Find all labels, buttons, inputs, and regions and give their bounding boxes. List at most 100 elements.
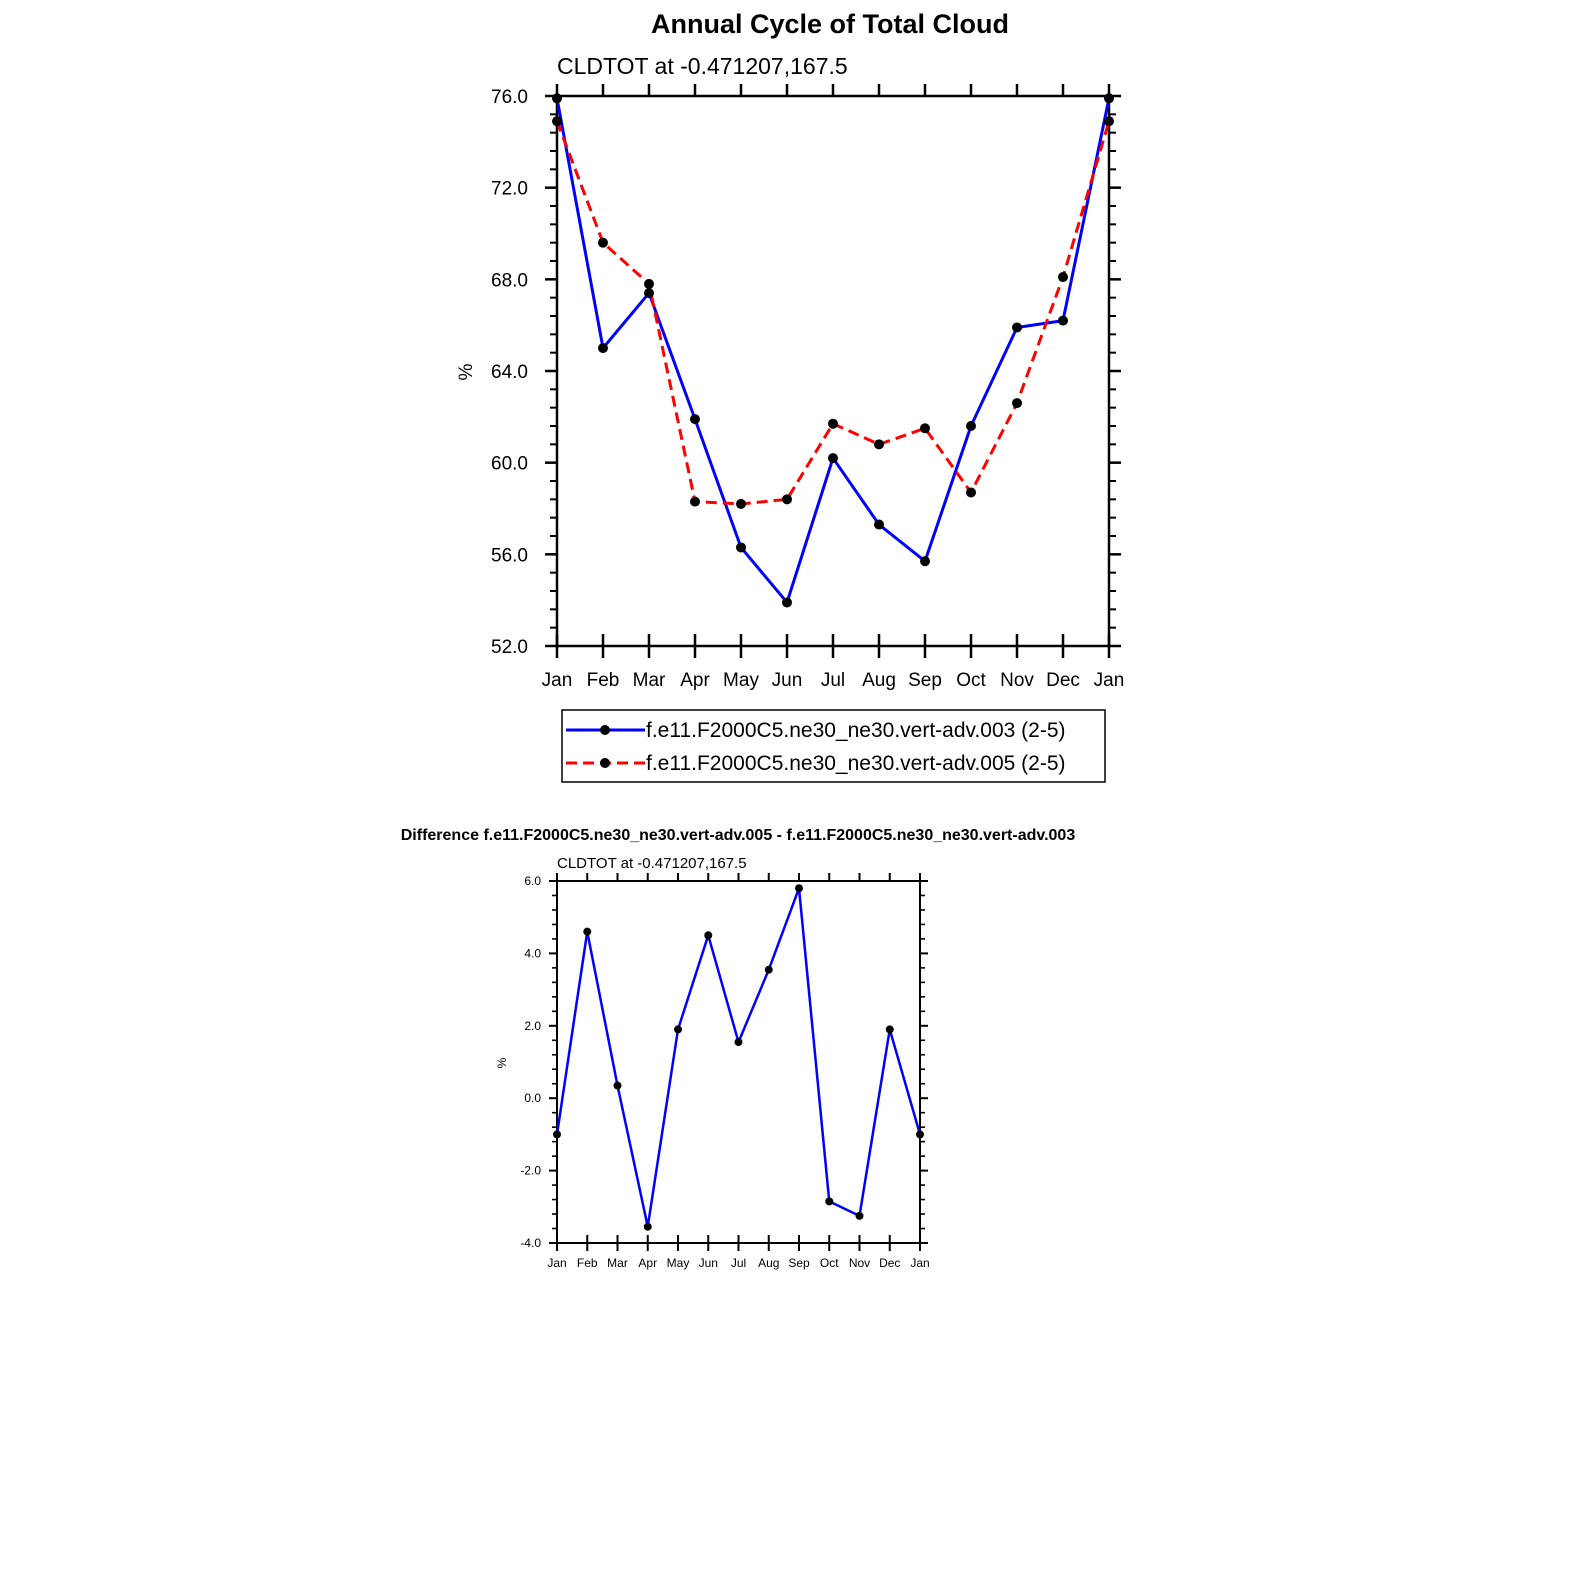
data-point-series-2 — [598, 237, 608, 248]
annual-cycle-chart: Annual Cycle of Total Cloud CLDTOT at -0… — [456, 9, 1124, 783]
chart1-legend: f.e11.F2000C5.ne30_ne30.vert-adv.003 (2-… — [561, 709, 1106, 783]
data-point-series-1 — [966, 421, 976, 431]
data-point-series-1 — [1104, 93, 1114, 104]
data-point-series-2 — [1104, 116, 1114, 127]
x-tick-label: Nov — [849, 1256, 870, 1270]
legend-box — [561, 709, 1106, 783]
y-tick-label: 68.0 — [491, 270, 528, 291]
y-tick-label: 64.0 — [491, 362, 528, 383]
x-tick-label: Jan — [910, 1256, 929, 1270]
y-tick-label: 0.0 — [524, 1091, 541, 1105]
legend-label-series-1: f.e11.F2000C5.ne30_ne30.vert-adv.003 (2-… — [646, 719, 1066, 742]
data-point-series-2 — [644, 278, 654, 289]
data-point-series-2 — [874, 439, 884, 450]
data-point-series-1 — [734, 1038, 743, 1047]
data-point-series-2 — [552, 116, 562, 127]
x-tick-label: Dec — [1046, 670, 1080, 691]
data-point-series-1 — [828, 453, 838, 464]
y-tick-label: 60.0 — [491, 454, 528, 475]
data-point-series-1 — [795, 884, 803, 893]
x-tick-label: Aug — [758, 1256, 779, 1270]
data-point-series-1 — [553, 1130, 561, 1139]
y-tick-label: 2.0 — [524, 1019, 541, 1033]
chart2-series-lines — [555, 886, 922, 1228]
x-tick-label: Dec — [879, 1256, 900, 1270]
x-tick-label: Jan — [542, 670, 573, 691]
series-line-1 — [555, 886, 922, 1228]
data-point-series-1 — [855, 1211, 864, 1220]
x-tick-label: Mar — [633, 670, 666, 691]
chart1-data-points — [552, 93, 1114, 608]
data-point-series-2 — [828, 418, 838, 429]
chart2-title: Difference f.e11.F2000C5.ne30_ne30.vert-… — [401, 827, 1076, 844]
data-point-series-1 — [704, 931, 713, 940]
data-point-series-2 — [1012, 398, 1022, 409]
chart2-data-points — [553, 884, 924, 1231]
x-tick-label: Jun — [699, 1256, 718, 1270]
chart2-tick-labels: Jan Feb Mar Apr May Jun Jul Aug Sep Oct Nov Dec Jan-… — [520, 874, 929, 1270]
data-point-series-1 — [916, 1130, 924, 1139]
data-point-series-1 — [674, 1025, 682, 1034]
y-tick-label: 4.0 — [524, 946, 541, 960]
chart1-ylabel: % — [456, 363, 477, 380]
chart2-plot-frame — [556, 880, 921, 1244]
data-point-series-1 — [764, 965, 773, 974]
data-point-series-1 — [885, 1025, 894, 1034]
data-point-series-2 — [690, 496, 700, 507]
chart1-series-lines — [555, 97, 1111, 604]
legend-marker-series-1 — [600, 725, 610, 735]
chart2-subtitle: CLDTOT at -0.471207,167.5 — [557, 855, 747, 872]
chart1-ticks — [545, 84, 1121, 658]
data-point-series-1 — [1012, 322, 1022, 333]
data-point-series-1 — [552, 93, 562, 104]
x-tick-label: Feb — [587, 670, 620, 691]
x-tick-label: Feb — [577, 1256, 598, 1270]
series-line-1 — [555, 97, 1111, 604]
y-tick-label: -4.0 — [520, 1236, 541, 1250]
x-tick-label: Apr — [680, 670, 710, 691]
y-tick-label: 6.0 — [524, 874, 541, 888]
data-point-series-2 — [782, 494, 792, 505]
x-tick-label: Jan — [1094, 670, 1125, 691]
data-point-series-2 — [966, 487, 976, 498]
data-point-series-1 — [613, 1081, 622, 1090]
chart2-ylabel: % — [495, 1057, 509, 1068]
x-tick-label: Mar — [607, 1256, 628, 1270]
x-tick-label: Oct — [956, 670, 986, 691]
y-tick-label: 76.0 — [491, 87, 528, 108]
chart1-subtitle: CLDTOT at -0.471207,167.5 — [557, 53, 848, 79]
x-tick-label: Aug — [862, 670, 896, 691]
x-tick-label: Sep — [908, 670, 942, 691]
x-tick-label: May — [667, 1256, 690, 1270]
x-tick-label: Nov — [1000, 670, 1034, 691]
chart1-plot-frame — [555, 94, 1111, 648]
data-point-series-1 — [920, 556, 930, 567]
data-point-series-1 — [643, 1222, 652, 1231]
y-tick-label: 72.0 — [491, 179, 528, 200]
chart1-tick-labels: Jan Feb Mar Apr May Jun Jul Aug Sep Oct Nov Dec Jan 5… — [491, 87, 1124, 691]
x-tick-label: May — [723, 670, 759, 691]
data-point-series-2 — [920, 423, 930, 434]
data-point-series-1 — [825, 1197, 834, 1206]
y-tick-label: -2.0 — [520, 1164, 541, 1178]
data-point-series-1 — [736, 542, 746, 553]
data-point-series-1 — [1058, 315, 1068, 326]
y-tick-label: 56.0 — [491, 545, 528, 566]
legend-marker-series-2 — [600, 758, 610, 768]
y-tick-label: 52.0 — [491, 637, 528, 658]
x-tick-label: Sep — [788, 1256, 810, 1270]
data-point-series-2 — [1058, 272, 1068, 283]
data-point-series-1 — [782, 597, 792, 608]
data-point-series-1 — [690, 414, 700, 425]
data-point-series-2 — [736, 498, 746, 509]
x-tick-label: Jul — [731, 1256, 746, 1270]
difference-chart: Difference f.e11.F2000C5.ne30_ne30.vert-… — [401, 827, 1076, 1270]
x-tick-label: Jun — [772, 670, 803, 691]
x-tick-label: Jul — [821, 670, 845, 691]
chart2-ticks — [549, 873, 928, 1251]
data-point-series-1 — [874, 519, 884, 530]
legend-label-series-2: f.e11.F2000C5.ne30_ne30.vert-adv.005 (2-… — [646, 752, 1066, 775]
series-line-2 — [555, 120, 1111, 506]
data-point-series-1 — [583, 927, 592, 936]
